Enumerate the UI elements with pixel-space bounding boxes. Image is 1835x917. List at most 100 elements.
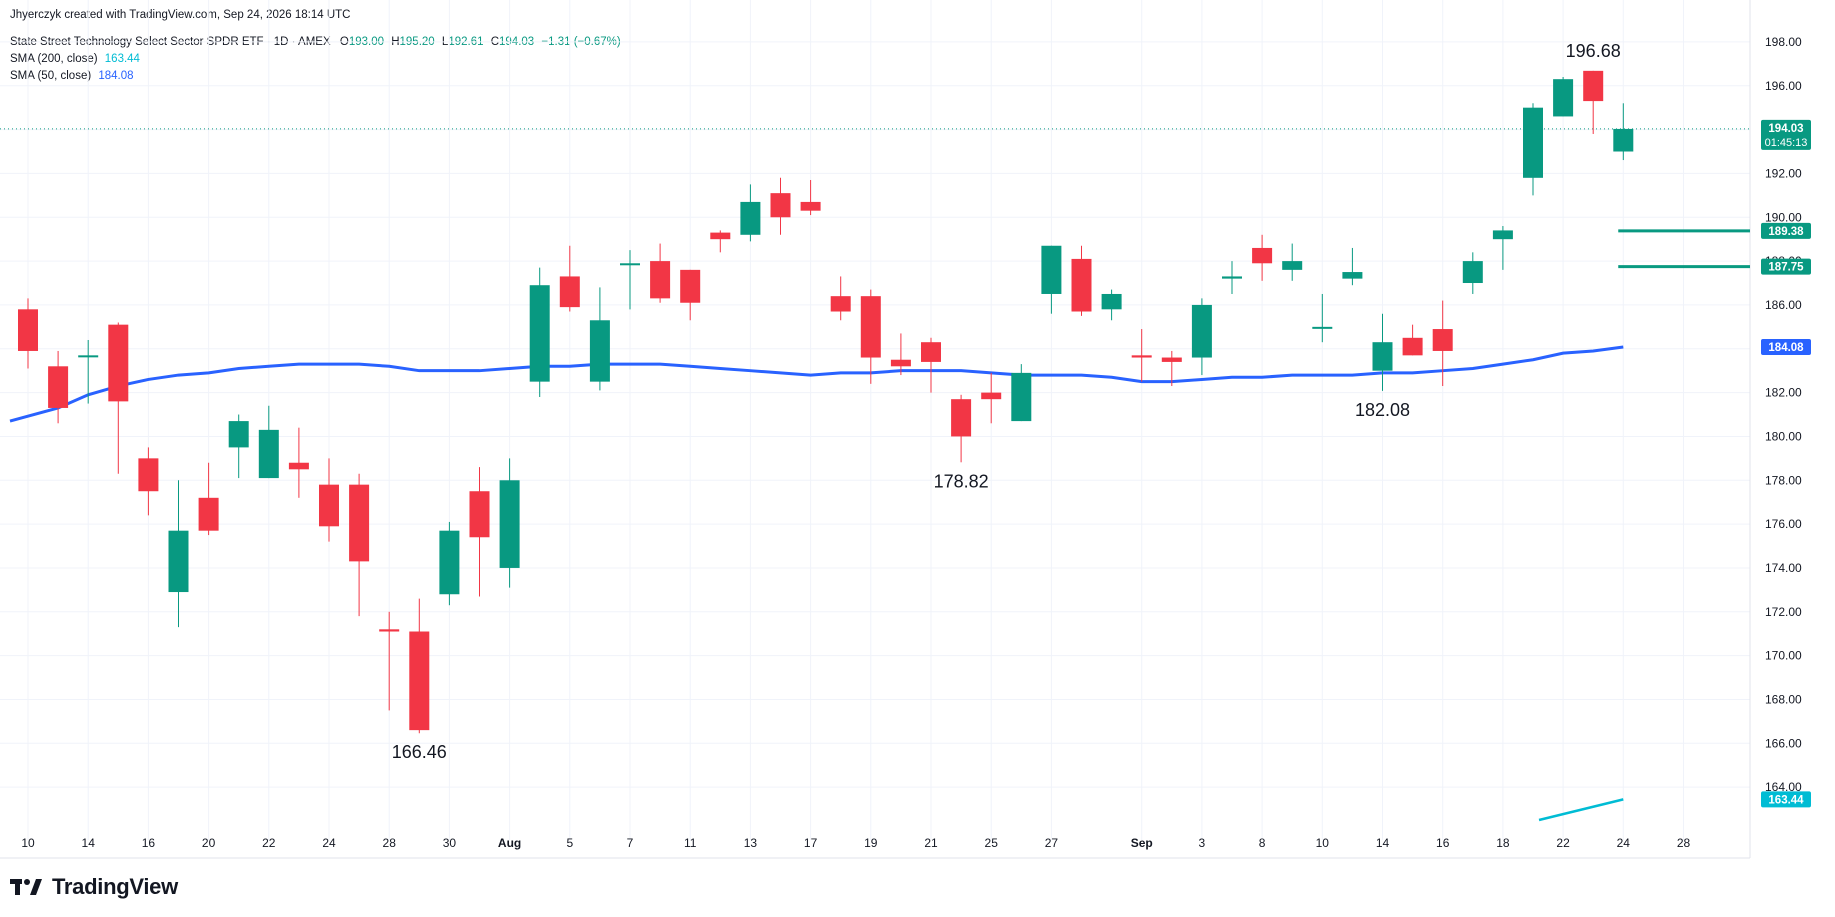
candle-body: [1161, 357, 1182, 362]
x-tick-label: 14: [1376, 836, 1390, 850]
x-tick-label: Sep: [1131, 836, 1153, 850]
x-tick-label: 7: [627, 836, 634, 850]
y-tick-label: 196.00: [1765, 79, 1802, 93]
candle: [439, 521, 460, 606]
y-tick-label: 172.00: [1765, 605, 1802, 619]
axis-price-label: 187.75: [1761, 258, 1811, 275]
y-tick-label: 174.00: [1765, 561, 1802, 575]
axis-price-label-text: 163.44: [1768, 794, 1804, 806]
candle: [18, 298, 38, 369]
candle-body: [1583, 70, 1604, 102]
x-tick-label: 11: [684, 836, 697, 850]
axis-price-label-bg: [1761, 791, 1811, 808]
countdown-label-text: 01:45:13: [1765, 137, 1808, 149]
x-tick-label: 25: [985, 836, 999, 850]
candle-body: [1372, 342, 1393, 371]
axis-price-label: 189.38: [1761, 222, 1811, 239]
candle-body: [830, 296, 851, 312]
x-tick-label: 16: [142, 836, 156, 850]
sma50-line: [9, 345, 1624, 423]
candle: [228, 414, 249, 479]
candle: [800, 180, 821, 216]
x-tick-label: 24: [1617, 836, 1631, 850]
candle: [921, 337, 941, 393]
candle: [951, 394, 972, 463]
candle: [1342, 247, 1363, 286]
y-tick-label: 198.00: [1765, 35, 1802, 49]
y-tick-label: 190.00: [1765, 210, 1802, 224]
candle-body: [680, 269, 701, 303]
x-tick-label: 27: [1045, 836, 1059, 850]
price-annotation: 182.08: [1355, 400, 1410, 420]
candle: [1462, 252, 1483, 294]
x-tick-label: 18: [1496, 836, 1510, 850]
y-tick-label: 168.00: [1765, 692, 1802, 706]
candle-body: [981, 392, 1002, 400]
axis-price-label: 194.03 01:45:13: [1761, 119, 1811, 150]
sma200-legend[interactable]: SMA (200, close) 163.44: [10, 52, 140, 66]
candle: [680, 269, 701, 321]
candle: [830, 276, 851, 321]
candle-body: [951, 399, 972, 437]
chart-credit: Jhyerczyk created with TradingView.com, …: [10, 9, 351, 21]
x-tick-label: 19: [864, 836, 878, 850]
x-tick-label: 14: [82, 836, 96, 850]
candle: [1312, 293, 1333, 343]
candle-body: [499, 480, 520, 568]
candle: [1372, 313, 1393, 391]
candle: [559, 245, 580, 312]
y-tick-label: 170.00: [1765, 649, 1802, 663]
sma50-legend[interactable]: SMA (50, close) 184.08: [10, 69, 134, 83]
sma50-value: 184.08: [98, 70, 134, 82]
candle: [319, 458, 339, 542]
candle-body: [620, 263, 640, 266]
x-tick-label: 22: [262, 836, 276, 850]
x-tick-label: Aug: [498, 836, 521, 850]
price-annotation: 178.82: [934, 471, 989, 491]
candle: [409, 598, 430, 734]
candle-body: [379, 629, 400, 632]
candle: [650, 243, 671, 303]
x-tick-label: 3: [1199, 836, 1206, 850]
x-tick-label: 10: [21, 836, 35, 850]
candle: [1583, 70, 1604, 134]
candle-body: [319, 484, 339, 527]
candle-body: [890, 359, 911, 367]
x-tick-label: 22: [1556, 836, 1570, 850]
candle: [108, 322, 129, 474]
candle: [1101, 289, 1122, 321]
candle-body: [1131, 355, 1152, 358]
x-tick-label: 28: [383, 836, 397, 850]
sma200-value: 163.44: [104, 53, 140, 65]
tradingview-footer[interactable]: TradingView: [10, 874, 178, 900]
candle: [168, 480, 189, 628]
candle-body: [1011, 372, 1032, 422]
candle: [890, 333, 911, 376]
x-tick-label: 10: [1316, 836, 1330, 850]
x-tick-label: 30: [443, 836, 457, 850]
candle-body: [1041, 245, 1062, 294]
y-tick-label: 166.00: [1765, 736, 1802, 750]
y-tick-label: 164.00: [1765, 780, 1802, 794]
candle-body: [469, 491, 490, 538]
axis-price-label-bg: [1761, 222, 1811, 239]
candle: [1161, 350, 1182, 387]
candle-body: [108, 324, 129, 402]
candle-body: [650, 261, 671, 299]
candle: [138, 447, 159, 516]
x-tick-label: 16: [1436, 836, 1450, 850]
candle: [258, 405, 279, 479]
candle: [1252, 234, 1273, 281]
candle-body: [1071, 258, 1092, 312]
candle: [1131, 329, 1152, 382]
axis-price-label-bg: [1761, 119, 1811, 150]
candle: [589, 287, 610, 391]
axis-price-label: 184.08: [1761, 339, 1811, 356]
candle-body: [1613, 128, 1634, 152]
candle: [770, 177, 791, 235]
y-tick-label: 178.00: [1765, 473, 1802, 487]
candle: [499, 458, 520, 588]
candle: [379, 611, 400, 711]
candle-body: [1462, 261, 1483, 284]
